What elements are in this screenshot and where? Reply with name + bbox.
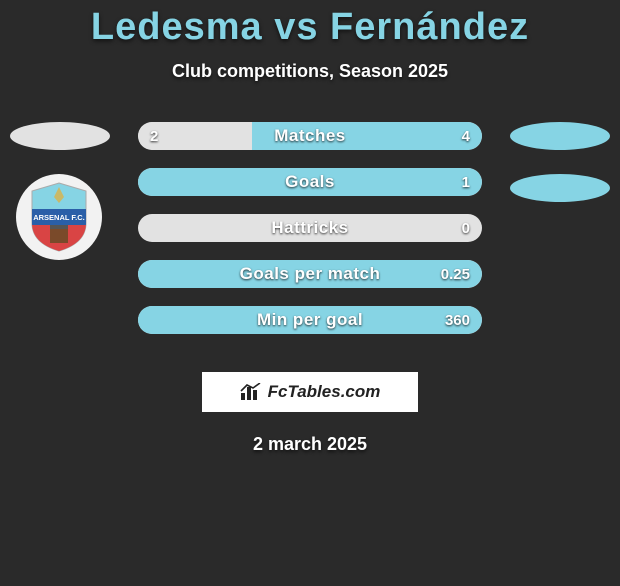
bars-icon: [240, 383, 262, 401]
stat-label: Goals per match: [138, 260, 482, 288]
stat-bar: Matches2 4: [138, 122, 482, 150]
stat-bar: Goals1: [138, 168, 482, 196]
page-title: Ledesma vs Fernández: [0, 6, 620, 49]
stat-bar: Goals per match0.25: [138, 260, 482, 288]
stat-label: Goals: [138, 168, 482, 196]
stat-value-left: 2: [150, 122, 158, 150]
stat-bar: Hattricks0: [138, 214, 482, 242]
player1-ellipse-top: [10, 122, 110, 150]
shield-icon: ARSENAL F.C.: [28, 181, 90, 253]
fctables-logo[interactable]: FcTables.com: [202, 372, 418, 412]
vs-text: vs: [274, 6, 318, 48]
logo-text: FcTables.com: [268, 382, 381, 402]
player1-name: Ledesma: [91, 6, 263, 48]
date-text: 2 march 2025: [0, 434, 620, 455]
stat-value-right: 0: [462, 214, 470, 242]
stat-bars: Matches2 4 Goals1 Hattricks0 Goals per match…: [138, 122, 482, 352]
stat-label: Matches: [138, 122, 482, 150]
player2-ellipse-top: [510, 122, 610, 150]
stat-label: Min per goal: [138, 306, 482, 334]
subtitle: Club competitions, Season 2025: [0, 61, 620, 82]
stat-bar: Min per goal360: [138, 306, 482, 334]
stat-value-right: 4: [462, 122, 470, 150]
team-badge: ARSENAL F.C.: [16, 174, 102, 260]
stat-label: Hattricks: [138, 214, 482, 242]
svg-text:ARSENAL F.C.: ARSENAL F.C.: [33, 213, 85, 222]
stat-value-right: 0.25: [441, 260, 470, 288]
player2-ellipse-2: [510, 174, 610, 202]
player2-name: Fernández: [330, 6, 529, 48]
stat-value-right: 360: [445, 306, 470, 334]
stat-value-right: 1: [462, 168, 470, 196]
stats-section: ARSENAL F.C. Matches2 4 Goals1 Hattricks0 Go…: [0, 122, 620, 342]
